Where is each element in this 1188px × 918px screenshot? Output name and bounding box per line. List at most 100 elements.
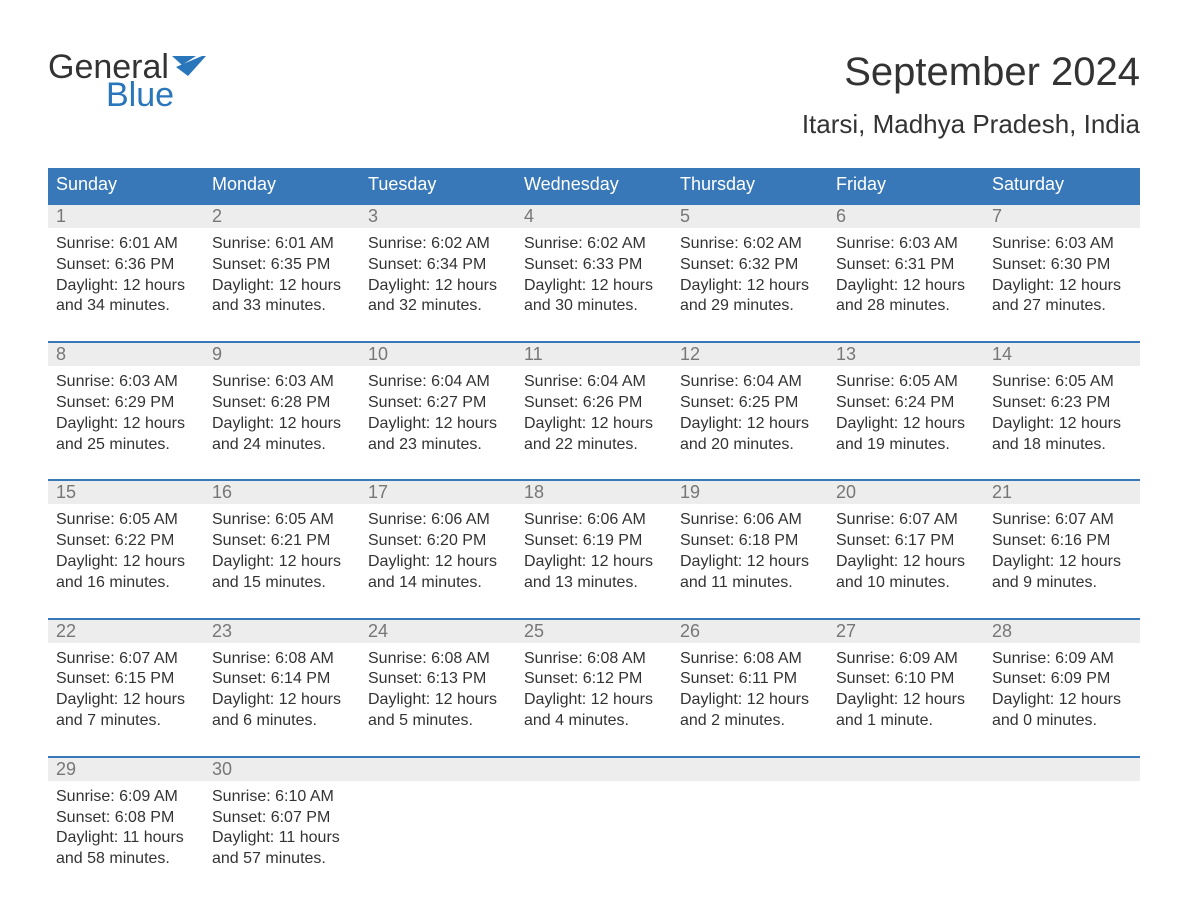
sunrise-text: Sunrise: 6:03 AM xyxy=(992,234,1132,255)
day-cell: Sunrise: 6:05 AMSunset: 6:23 PMDaylight:… xyxy=(984,366,1140,461)
sunset-text: Sunset: 6:09 PM xyxy=(992,669,1132,690)
daylight-text: Daylight: 12 hours and 25 minutes. xyxy=(56,414,196,456)
day-cell: Sunrise: 6:07 AMSunset: 6:15 PMDaylight:… xyxy=(48,643,204,738)
day-number: 28 xyxy=(984,620,1140,643)
day-body: Sunrise: 6:10 AMSunset: 6:07 PMDaylight:… xyxy=(204,781,360,876)
day-body: Sunrise: 6:07 AMSunset: 6:16 PMDaylight:… xyxy=(984,504,1140,599)
day-number: 23 xyxy=(204,620,360,643)
day-number: 21 xyxy=(984,481,1140,504)
sunrise-text: Sunrise: 6:08 AM xyxy=(680,649,820,670)
sunrise-text: Sunrise: 6:03 AM xyxy=(56,372,196,393)
day-cell xyxy=(828,781,984,876)
daylight-text: Daylight: 12 hours and 32 minutes. xyxy=(368,276,508,318)
sunrise-text: Sunrise: 6:09 AM xyxy=(836,649,976,670)
daynum-strip: 891011121314 xyxy=(48,341,1140,366)
day-number: 2 xyxy=(204,205,360,228)
sunrise-text: Sunrise: 6:07 AM xyxy=(56,649,196,670)
day-number: 20 xyxy=(828,481,984,504)
daynum-strip: 1234567 xyxy=(48,203,1140,228)
sunrise-text: Sunrise: 6:02 AM xyxy=(524,234,664,255)
sunset-text: Sunset: 6:19 PM xyxy=(524,531,664,552)
daylight-text: Daylight: 12 hours and 15 minutes. xyxy=(212,552,352,594)
daylight-text: Daylight: 12 hours and 27 minutes. xyxy=(992,276,1132,318)
day-body xyxy=(516,781,672,793)
sunrise-text: Sunrise: 6:07 AM xyxy=(992,510,1132,531)
weekday-label: Sunday xyxy=(48,168,204,203)
day-body: Sunrise: 6:08 AMSunset: 6:14 PMDaylight:… xyxy=(204,643,360,738)
daynum-strip: 2930 xyxy=(48,756,1140,781)
day-number: 25 xyxy=(516,620,672,643)
sunset-text: Sunset: 6:24 PM xyxy=(836,393,976,414)
weekday-label: Tuesday xyxy=(360,168,516,203)
day-body: Sunrise: 6:04 AMSunset: 6:27 PMDaylight:… xyxy=(360,366,516,461)
sunrise-text: Sunrise: 6:08 AM xyxy=(368,649,508,670)
weekday-label: Friday xyxy=(828,168,984,203)
daylight-text: Daylight: 12 hours and 6 minutes. xyxy=(212,690,352,732)
title-block: September 2024 Itarsi, Madhya Pradesh, I… xyxy=(802,50,1140,140)
day-cell: Sunrise: 6:02 AMSunset: 6:32 PMDaylight:… xyxy=(672,228,828,323)
sunset-text: Sunset: 6:22 PM xyxy=(56,531,196,552)
day-number: 11 xyxy=(516,343,672,366)
sunset-text: Sunset: 6:27 PM xyxy=(368,393,508,414)
day-body: Sunrise: 6:05 AMSunset: 6:23 PMDaylight:… xyxy=(984,366,1140,461)
day-number: 14 xyxy=(984,343,1140,366)
daylight-text: Daylight: 12 hours and 1 minute. xyxy=(836,690,976,732)
sunrise-text: Sunrise: 6:07 AM xyxy=(836,510,976,531)
daynum-strip: 15161718192021 xyxy=(48,479,1140,504)
week-row: Sunrise: 6:09 AMSunset: 6:08 PMDaylight:… xyxy=(48,781,1140,876)
day-number: 8 xyxy=(48,343,204,366)
daylight-text: Daylight: 12 hours and 9 minutes. xyxy=(992,552,1132,594)
day-cell: Sunrise: 6:03 AMSunset: 6:29 PMDaylight:… xyxy=(48,366,204,461)
daylight-text: Daylight: 12 hours and 11 minutes. xyxy=(680,552,820,594)
day-number: 9 xyxy=(204,343,360,366)
sunrise-text: Sunrise: 6:04 AM xyxy=(368,372,508,393)
day-cell: Sunrise: 6:05 AMSunset: 6:21 PMDaylight:… xyxy=(204,504,360,599)
daylight-text: Daylight: 12 hours and 5 minutes. xyxy=(368,690,508,732)
day-cell xyxy=(360,781,516,876)
sunrise-text: Sunrise: 6:05 AM xyxy=(212,510,352,531)
month-year: September 2024 xyxy=(802,50,1140,95)
sunset-text: Sunset: 6:16 PM xyxy=(992,531,1132,552)
day-number xyxy=(984,758,1140,781)
day-cell: Sunrise: 6:03 AMSunset: 6:28 PMDaylight:… xyxy=(204,366,360,461)
sunset-text: Sunset: 6:10 PM xyxy=(836,669,976,690)
day-body: Sunrise: 6:03 AMSunset: 6:29 PMDaylight:… xyxy=(48,366,204,461)
day-body: Sunrise: 6:08 AMSunset: 6:12 PMDaylight:… xyxy=(516,643,672,738)
day-body: Sunrise: 6:09 AMSunset: 6:09 PMDaylight:… xyxy=(984,643,1140,738)
day-body: Sunrise: 6:07 AMSunset: 6:15 PMDaylight:… xyxy=(48,643,204,738)
sunset-text: Sunset: 6:23 PM xyxy=(992,393,1132,414)
sunset-text: Sunset: 6:34 PM xyxy=(368,255,508,276)
day-number: 18 xyxy=(516,481,672,504)
sunset-text: Sunset: 6:33 PM xyxy=(524,255,664,276)
day-body: Sunrise: 6:08 AMSunset: 6:13 PMDaylight:… xyxy=(360,643,516,738)
daylight-text: Daylight: 12 hours and 23 minutes. xyxy=(368,414,508,456)
day-cell: Sunrise: 6:05 AMSunset: 6:24 PMDaylight:… xyxy=(828,366,984,461)
day-body: Sunrise: 6:03 AMSunset: 6:28 PMDaylight:… xyxy=(204,366,360,461)
day-number: 4 xyxy=(516,205,672,228)
day-number xyxy=(516,758,672,781)
day-body: Sunrise: 6:09 AMSunset: 6:08 PMDaylight:… xyxy=(48,781,204,876)
day-body: Sunrise: 6:01 AMSunset: 6:35 PMDaylight:… xyxy=(204,228,360,323)
day-body: Sunrise: 6:04 AMSunset: 6:26 PMDaylight:… xyxy=(516,366,672,461)
daylight-text: Daylight: 12 hours and 7 minutes. xyxy=(56,690,196,732)
day-cell: Sunrise: 6:07 AMSunset: 6:16 PMDaylight:… xyxy=(984,504,1140,599)
brand-word2: Blue xyxy=(48,78,206,112)
sunset-text: Sunset: 6:29 PM xyxy=(56,393,196,414)
sunrise-text: Sunrise: 6:05 AM xyxy=(992,372,1132,393)
day-cell: Sunrise: 6:02 AMSunset: 6:34 PMDaylight:… xyxy=(360,228,516,323)
day-number: 22 xyxy=(48,620,204,643)
day-number: 5 xyxy=(672,205,828,228)
day-body: Sunrise: 6:04 AMSunset: 6:25 PMDaylight:… xyxy=(672,366,828,461)
day-cell: Sunrise: 6:01 AMSunset: 6:36 PMDaylight:… xyxy=(48,228,204,323)
day-number: 13 xyxy=(828,343,984,366)
day-number: 10 xyxy=(360,343,516,366)
sunrise-text: Sunrise: 6:05 AM xyxy=(836,372,976,393)
sunrise-text: Sunrise: 6:03 AM xyxy=(212,372,352,393)
day-number: 16 xyxy=(204,481,360,504)
sunset-text: Sunset: 6:18 PM xyxy=(680,531,820,552)
day-body: Sunrise: 6:05 AMSunset: 6:21 PMDaylight:… xyxy=(204,504,360,599)
day-body: Sunrise: 6:02 AMSunset: 6:34 PMDaylight:… xyxy=(360,228,516,323)
daylight-text: Daylight: 12 hours and 2 minutes. xyxy=(680,690,820,732)
day-cell: Sunrise: 6:01 AMSunset: 6:35 PMDaylight:… xyxy=(204,228,360,323)
day-cell: Sunrise: 6:09 AMSunset: 6:10 PMDaylight:… xyxy=(828,643,984,738)
